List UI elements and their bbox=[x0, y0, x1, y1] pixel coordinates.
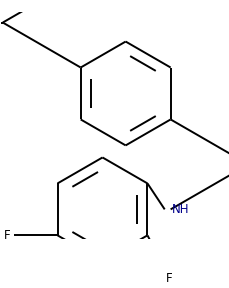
Text: F: F bbox=[4, 229, 11, 242]
Text: NH: NH bbox=[171, 203, 188, 216]
Text: F: F bbox=[165, 272, 172, 285]
